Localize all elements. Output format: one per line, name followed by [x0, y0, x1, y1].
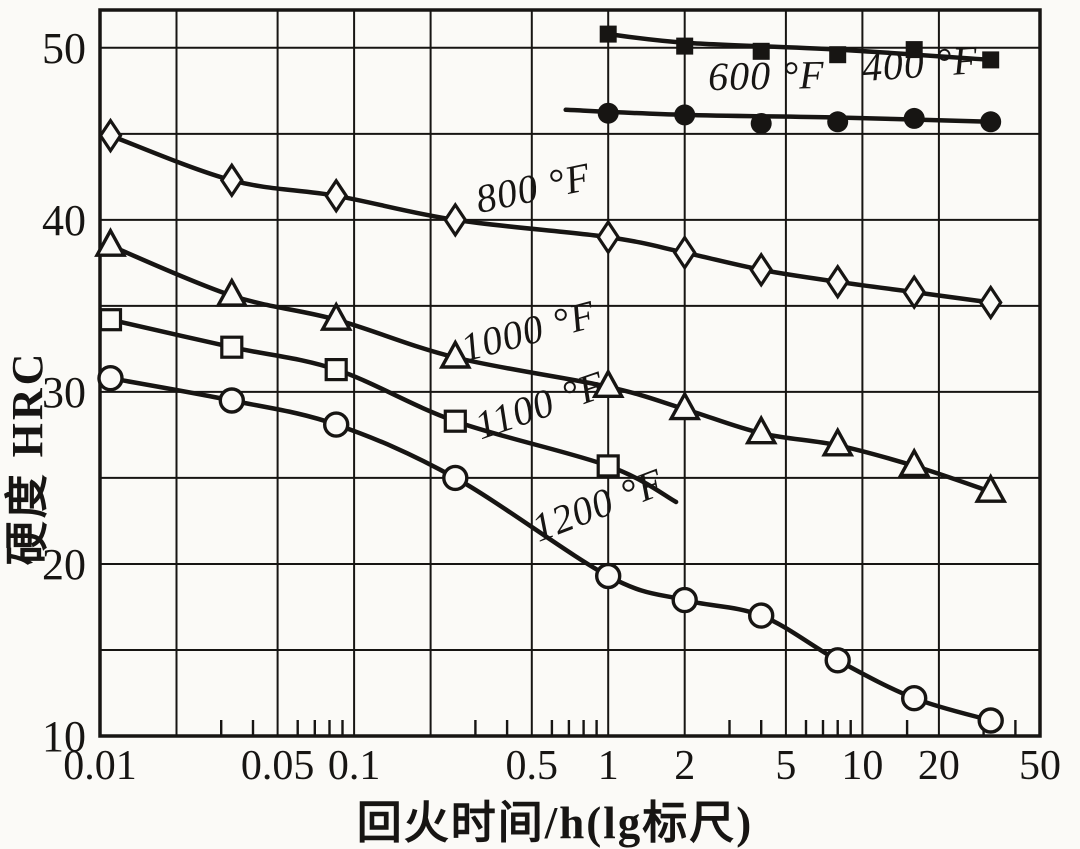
series-600f-line — [563, 107, 993, 125]
svg-text:0.1: 0.1 — [328, 743, 381, 789]
svg-text:0.05: 0.05 — [241, 743, 315, 789]
svg-text:10: 10 — [841, 743, 883, 789]
x-axis-title: 回火时间/h(lg标尺) — [356, 798, 754, 848]
series-400f-markers — [599, 25, 1000, 69]
horizontal-gridlines — [100, 46, 1040, 651]
svg-text:5: 5 — [775, 743, 796, 789]
svg-text:1: 1 — [598, 743, 619, 789]
series-800f-markers — [98, 117, 1003, 321]
y-tick-labels: 10 20 30 40 50 — [42, 24, 86, 761]
x-minor-ticks — [219, 720, 1017, 735]
svg-text:20: 20 — [918, 743, 960, 789]
x-tick-labels: 0.01 0.05 0.1 0.5 1 2 5 10 20 50 — [63, 743, 1061, 789]
y-axis-title: 硬度 HRC — [3, 350, 52, 566]
curve-label-400f: 400 °F — [860, 37, 979, 90]
series-1200f-line — [108, 375, 993, 723]
svg-text:30: 30 — [42, 368, 86, 417]
svg-text:40: 40 — [42, 196, 86, 245]
series-1200f-markers — [97, 365, 1004, 734]
series-600f-markers — [597, 102, 1002, 134]
svg-text:2: 2 — [674, 743, 695, 789]
series-400f-line — [605, 31, 993, 63]
curve-label-600f: 600 °F — [708, 52, 825, 99]
series-1000f-markers — [94, 227, 1008, 503]
curve-label-1000f: 1000 °F — [456, 291, 600, 370]
svg-text:20: 20 — [42, 540, 86, 589]
series-1100f-markers — [98, 308, 620, 478]
svg-text:0.01: 0.01 — [63, 743, 137, 789]
svg-text:50: 50 — [42, 24, 86, 73]
svg-text:10: 10 — [42, 712, 86, 761]
curve-label-800f: 800 °F — [472, 154, 595, 222]
svg-text:50: 50 — [1019, 743, 1061, 789]
svg-text:0.5: 0.5 — [506, 743, 559, 789]
